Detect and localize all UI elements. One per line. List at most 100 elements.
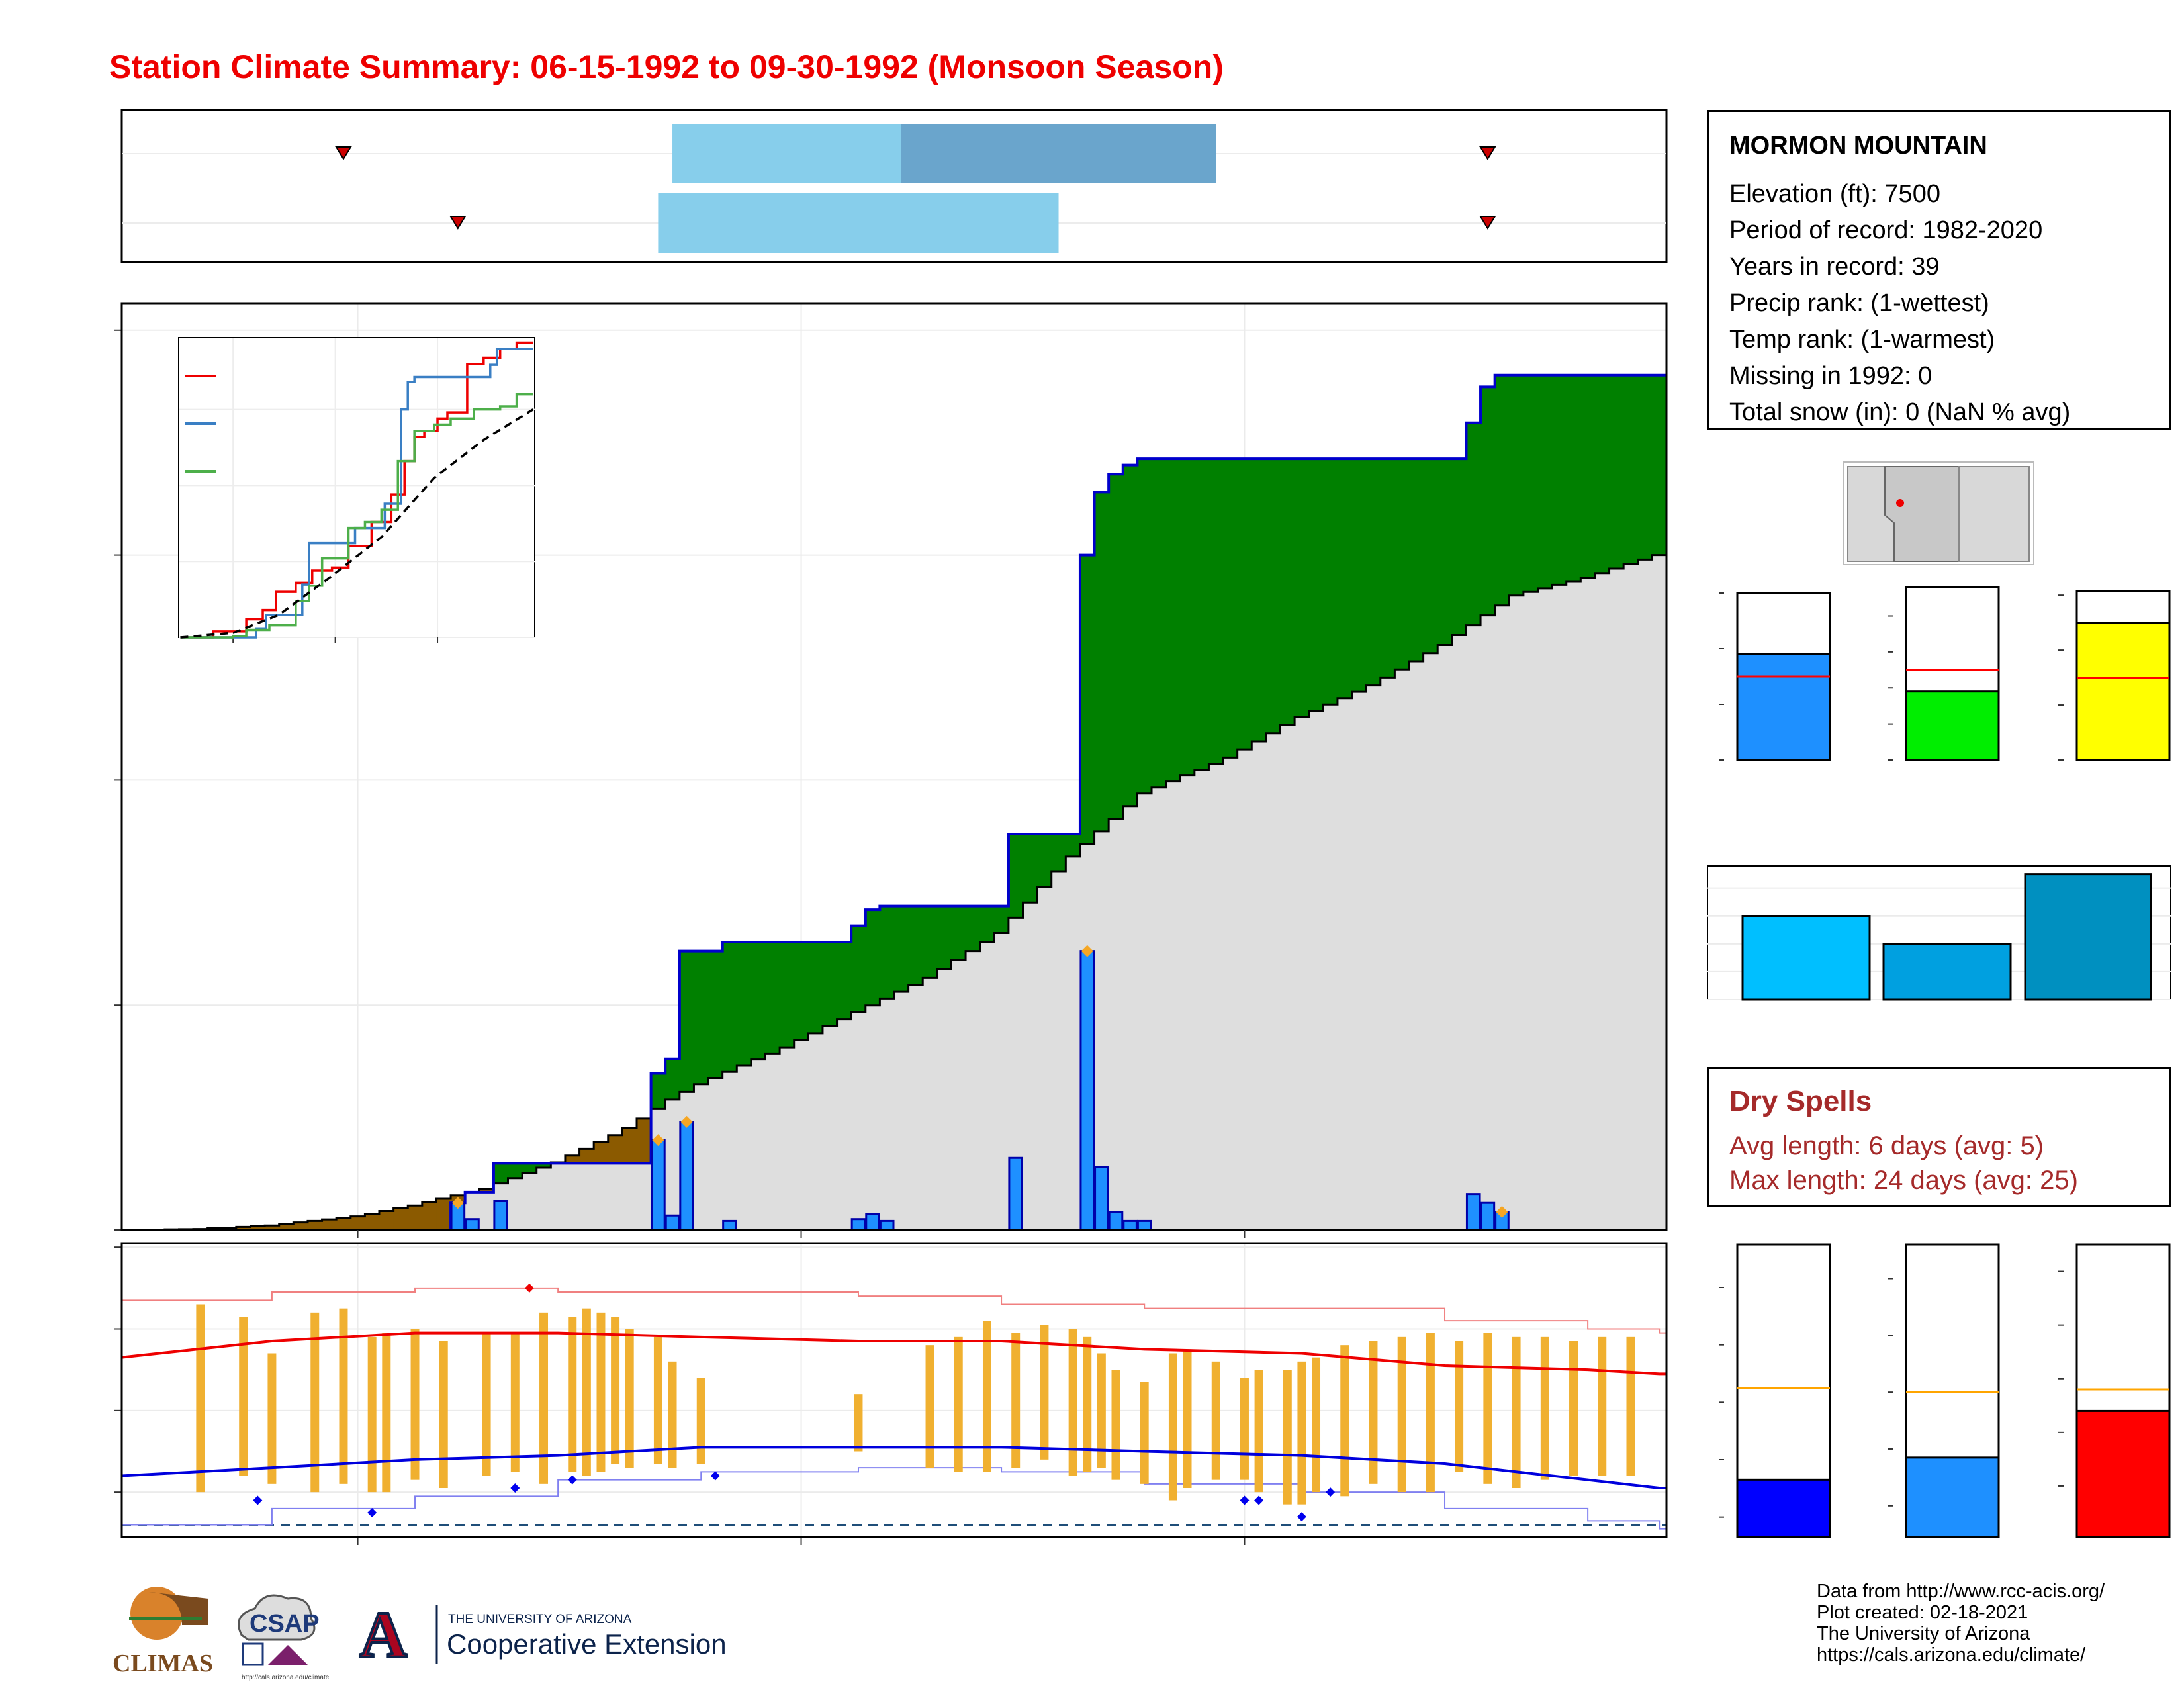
timing-last-marker <box>1479 216 1496 230</box>
temps-daily-range-bar <box>611 1317 620 1464</box>
logo-art: CLIMAS CSAP http://cals.arizona.edu/clim… <box>113 1587 727 1681</box>
precip-surplus-segment <box>894 906 909 992</box>
precip-surplus-segment <box>665 1058 680 1100</box>
precip-daily-bar <box>1122 1219 1138 1231</box>
precip-daily-bar <box>879 1219 895 1231</box>
temps-daily-range-bar <box>1340 1345 1349 1497</box>
temps-daily-range-bar <box>1297 1361 1306 1505</box>
temps-daily-range-bar <box>539 1312 549 1484</box>
precip-surplus-segment <box>1237 459 1252 750</box>
temps-daily-range-bar <box>625 1329 634 1468</box>
dry-spells-box: Dry Spells Avg length: 6 days (avg: 5) M… <box>1707 1067 2171 1207</box>
precip-deficit-segment <box>479 1188 494 1192</box>
station-temp-rank: Temp rank: (1-warmest) <box>1729 326 1995 353</box>
precip-deficit-segment <box>408 1205 423 1230</box>
precip-deficit-segment <box>608 1135 623 1164</box>
precip-surplus-segment <box>1122 465 1138 806</box>
temps-daily-range-bar <box>239 1317 248 1476</box>
precip-surplus-segment <box>1323 459 1338 705</box>
precip-surplus-segment <box>1308 459 1324 711</box>
precip-surplus-segment <box>1008 833 1024 918</box>
precip-surplus-segment <box>851 925 866 1013</box>
temps-daily-range-bar <box>1512 1336 1521 1488</box>
precip-surplus-segment <box>1208 459 1224 764</box>
temps-frame <box>120 1242 1668 1538</box>
precip-surplus-segment <box>536 1163 551 1168</box>
precip-surplus-segment <box>1351 459 1367 692</box>
temps-daily-range-bar <box>1183 1349 1192 1488</box>
precip-surplus-segment <box>1251 459 1267 741</box>
precip-surplus-segment <box>1023 833 1038 903</box>
precip-surplus-segment <box>1194 459 1210 770</box>
precip-surplus-segment <box>1509 375 1524 596</box>
precip-surplus-segment <box>822 942 838 1027</box>
temps-record-low-marker <box>1240 1495 1250 1505</box>
tsummary-value-bar <box>1905 1456 2000 1538</box>
events-bar <box>1882 943 2012 1001</box>
precip-surplus-segment <box>880 906 895 999</box>
precip-surplus-segment <box>936 906 952 969</box>
station-years: Years in record: 39 <box>1729 253 1940 281</box>
precip-surplus-segment <box>722 942 737 1072</box>
precip-surplus-segment <box>1394 459 1410 670</box>
temps-daily-range-bar <box>653 1336 662 1464</box>
precip-surplus-segment <box>1337 459 1353 698</box>
temps-daily-range-bar <box>568 1317 577 1472</box>
precip-surplus-segment <box>1537 375 1553 588</box>
precip-surplus-segment <box>1079 555 1095 844</box>
precip-events-panel <box>1707 865 2171 1001</box>
precip-surplus-segment <box>737 942 752 1066</box>
timing-last-marker <box>1479 146 1496 160</box>
csap-logo: CSAP http://cals.arizona.edu/climate <box>238 1594 330 1681</box>
precip-surplus-segment <box>1137 459 1152 794</box>
precip-deficit-segment <box>594 1142 609 1164</box>
temps-daily-range-bar <box>1240 1378 1249 1480</box>
precip-surplus-segment <box>1494 375 1510 606</box>
precip-surplus-segment <box>865 910 880 1006</box>
temps-daily-range-bar <box>696 1378 705 1464</box>
temps-normal-min-line <box>121 1446 1666 1489</box>
map-state-east <box>1958 466 2030 562</box>
precip-surplus-segment <box>765 942 780 1054</box>
dry-spells-title: Dry Spells <box>1729 1085 1872 1117</box>
precip-surplus-segment <box>1295 459 1310 718</box>
credits-plot-created: Plot created: 02-18-2021 <box>1817 1602 2028 1623</box>
precip-deficit-segment <box>622 1128 637 1164</box>
precip-deficit-segment <box>236 1227 251 1230</box>
precip-frame <box>120 302 1668 1231</box>
temps-record-low-marker <box>253 1495 263 1505</box>
precip-daily-bar <box>1094 1166 1109 1231</box>
logo-strip: CLIMAS CSAP http://cals.arizona.edu/clim… <box>109 1579 745 1688</box>
precip-deficit-segment <box>265 1225 280 1230</box>
ua-block-a: A <box>359 1598 407 1671</box>
precip-normal-area <box>122 555 1666 1230</box>
temps-daily-range-bar <box>1111 1370 1120 1480</box>
temps-daily-range-bar <box>982 1321 991 1472</box>
temps-daily-range-bar <box>1283 1370 1292 1505</box>
precip-daily-bar <box>651 1139 666 1231</box>
precip-surplus-segment <box>1037 833 1052 888</box>
temps-record-low-marker <box>710 1471 720 1481</box>
temps-daily-range-bar <box>1211 1361 1220 1480</box>
credits-block: Data from http://www.rcc-acis.org/ Plot … <box>1817 1581 2105 1665</box>
station-name: MORMON MOUNTAIN <box>1729 132 1987 160</box>
temps-daily-range-bar <box>367 1336 377 1493</box>
precip-surplus-segment <box>708 951 723 1078</box>
temps-daily-range-bar <box>482 1333 491 1476</box>
temps-daily-range-bar <box>1626 1336 1635 1476</box>
temps-record-low-marker <box>1297 1512 1306 1522</box>
precip-surplus-segment <box>951 906 966 961</box>
station-elevation: Elevation (ft): 7500 <box>1729 180 1940 208</box>
precip-daily-bar <box>1108 1211 1124 1231</box>
temps-daily-range-bar <box>439 1341 448 1488</box>
inset-panel <box>178 337 535 643</box>
temps-daily-range-bar <box>310 1312 320 1493</box>
precip-deficit-segment <box>322 1219 337 1230</box>
precip-deficit-segment <box>579 1149 594 1164</box>
temps-record-low-marker <box>510 1483 520 1493</box>
page-title: Station Climate Summary: 06-15-1992 to 0… <box>109 48 1224 85</box>
inset-series-2010 <box>180 393 533 639</box>
temps-daily-range-bar <box>1140 1382 1149 1484</box>
precip-daily-bar <box>1079 950 1095 1231</box>
